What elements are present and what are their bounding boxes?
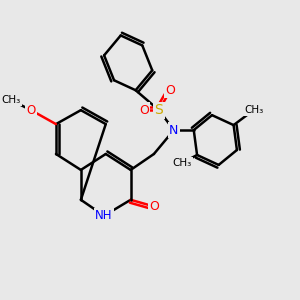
Text: CH₃: CH₃ [2, 95, 21, 105]
Text: O: O [139, 104, 149, 117]
Text: S: S [154, 103, 163, 117]
Text: CH₃: CH₃ [172, 158, 192, 168]
Text: O: O [166, 84, 176, 97]
Text: NH: NH [95, 209, 113, 222]
Text: N: N [169, 124, 178, 136]
Text: O: O [26, 104, 36, 117]
Text: CH₃: CH₃ [244, 105, 263, 115]
Text: O: O [149, 200, 159, 213]
